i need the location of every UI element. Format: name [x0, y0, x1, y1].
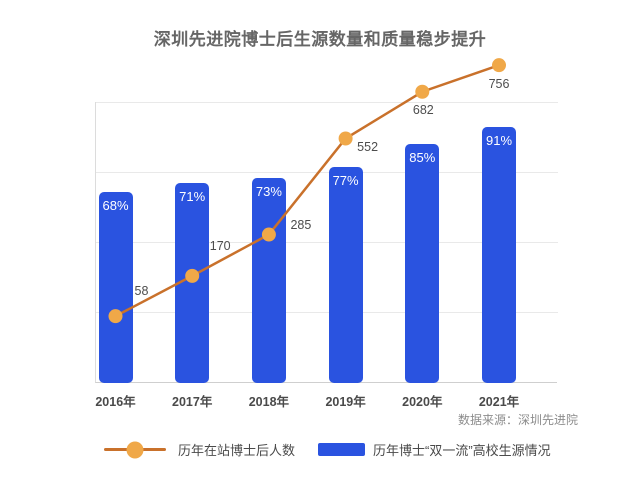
line-value-label: 170: [209, 238, 231, 253]
bar-value-label: 71%: [179, 189, 206, 205]
gridline-100pct: [96, 102, 558, 103]
bar-2018年: 73%: [251, 177, 286, 383]
bar-value-label: 77%: [332, 172, 359, 188]
line-point-2020年: [415, 84, 430, 99]
x-axis-label-2021年: 2021年: [478, 395, 520, 409]
legend-label-line: 历年在站博士后人数: [178, 443, 296, 458]
line-marker-icon: [126, 441, 144, 458]
line-value-label: 552: [357, 139, 379, 154]
bar-value-label: 85%: [409, 150, 436, 166]
bar-value-label: 68%: [102, 197, 129, 213]
x-axis-label-2018年: 2018年: [248, 395, 290, 409]
bar-2020年: 85%: [405, 144, 440, 383]
bar-2016年: 68%: [98, 191, 133, 383]
bar-2021年: 91%: [482, 127, 516, 383]
bar-value-label: 73%: [255, 183, 282, 199]
legend-item-bar: 历年博士“双一流”高校生源情况: [318, 441, 551, 458]
line-value-label: 285: [290, 217, 312, 232]
chart-title: 深圳先进院博士后生源数量和质量稳步提升: [153, 30, 487, 49]
x-axis-label-2017年: 2017年: [172, 395, 213, 409]
bar-series-swatch-icon: [318, 443, 365, 456]
x-axis-label-2016年: 2016年: [95, 395, 136, 409]
legend-label-bar: 历年博士“双一流”高校生源情况: [373, 443, 551, 458]
line-value-label: 58: [134, 284, 149, 299]
line-value-label: 756: [488, 77, 510, 92]
x-axis-label-2020年: 2020年: [402, 395, 443, 409]
line-series-swatch-icon: [104, 441, 166, 458]
bar-2019年: 77%: [328, 166, 363, 383]
x-axis-label-2019年: 2019年: [325, 395, 366, 409]
line-value-label: 682: [412, 102, 434, 117]
line-point-2021年: [492, 58, 506, 73]
bar-value-label: 91%: [485, 133, 513, 149]
bar-2017年: 71%: [175, 183, 210, 383]
source-note: 数据来源：深圳先进院: [457, 413, 578, 427]
legend-item-line: 历年在站博士后人数: [104, 441, 295, 458]
